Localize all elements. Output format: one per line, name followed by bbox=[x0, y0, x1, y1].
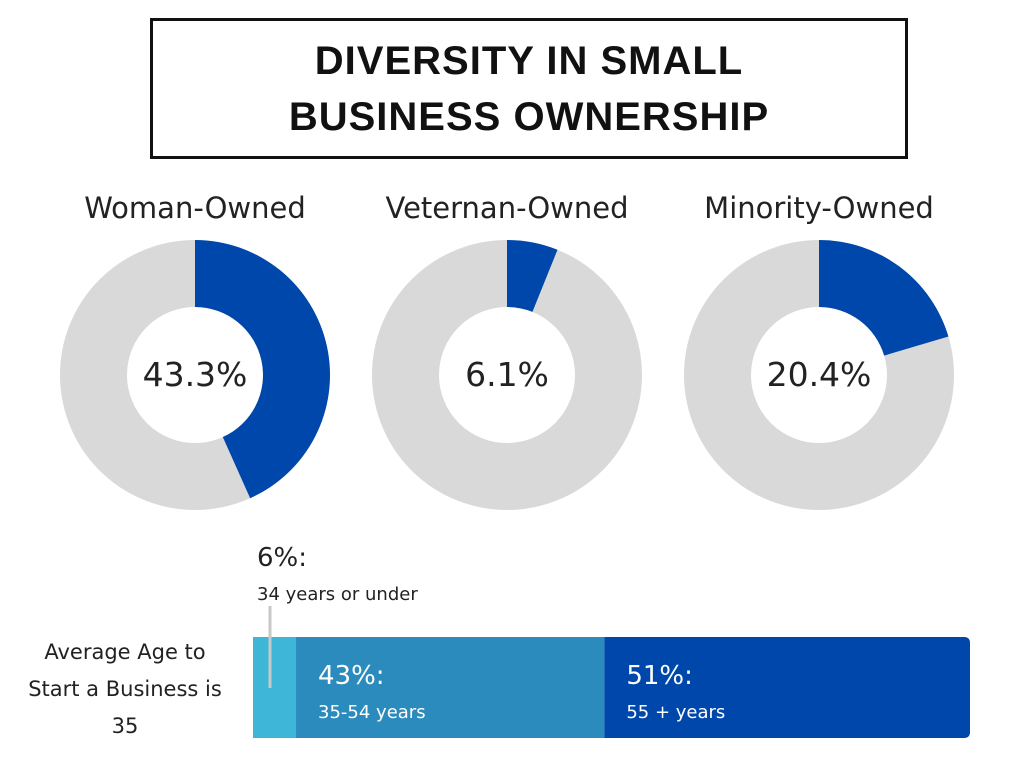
segment-category-label: 35-54 years bbox=[318, 702, 426, 723]
segment-category-label: 34 years or under bbox=[257, 584, 418, 605]
segment-value-label: 6%: bbox=[257, 543, 307, 573]
donut-value-label: 20.4% bbox=[767, 355, 872, 394]
donut-segment bbox=[195, 240, 330, 499]
donut-value-label: 6.1% bbox=[465, 355, 549, 394]
donut-segment bbox=[507, 239, 558, 312]
bar-segment bbox=[604, 637, 970, 738]
title: DIVERSITY IN SMALL BUSINESS OWNERSHIP bbox=[150, 18, 908, 159]
segment-category-label: 55 + years bbox=[626, 702, 725, 723]
donut-segment bbox=[819, 240, 949, 356]
segment-value-label: 43%: bbox=[318, 661, 385, 691]
bar-segment bbox=[296, 637, 605, 738]
donut-title: Veternan-Owned bbox=[385, 191, 628, 225]
donut-title: Minority-Owned bbox=[704, 191, 934, 225]
annotation: Average Age to Start a Business is 35 bbox=[28, 640, 222, 738]
donut-value-label: 43.3% bbox=[143, 355, 248, 394]
donut-title: Woman-Owned bbox=[84, 191, 306, 225]
segment-value-label: 51%: bbox=[626, 661, 693, 691]
bar-segment bbox=[253, 637, 297, 738]
